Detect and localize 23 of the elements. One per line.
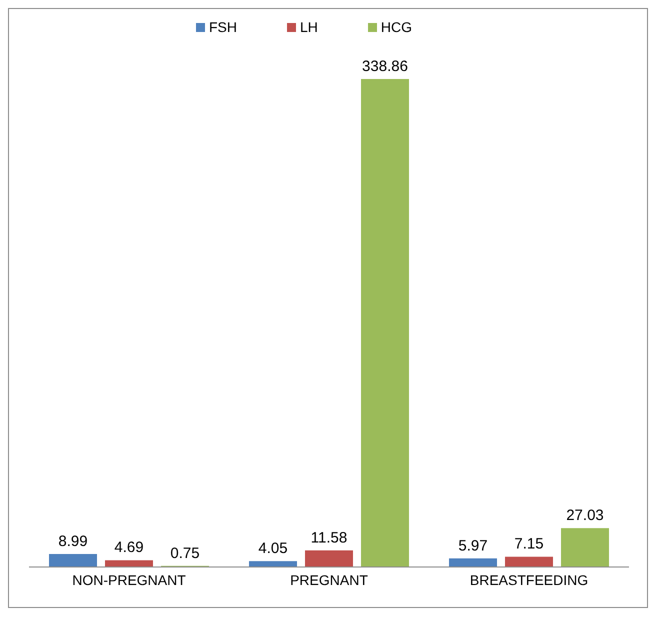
- bar: [449, 558, 497, 567]
- bar: [105, 560, 153, 567]
- bar: [249, 561, 297, 567]
- data-label: 338.86: [362, 58, 408, 75]
- data-label: 4.05: [258, 540, 288, 558]
- x-tick-label: NON-PREGNANT: [72, 572, 186, 588]
- data-label: 7.15: [514, 536, 544, 553]
- bar: [561, 528, 609, 567]
- data-label: 0.75: [170, 544, 200, 562]
- data-label: 4.69: [114, 539, 144, 556]
- data-label: 27.03: [566, 507, 604, 524]
- x-tick-label: BREASTFEEDING: [470, 572, 588, 588]
- x-tick-label: PREGNANT: [290, 572, 368, 588]
- legend-label: HCG: [380, 19, 412, 35]
- bar: [49, 554, 97, 567]
- bar: [361, 79, 409, 567]
- legend-label: FSH: [208, 19, 237, 35]
- data-label: 5.97: [458, 537, 488, 554]
- data-label: 11.58: [310, 529, 348, 546]
- data-label: 8.99: [58, 533, 88, 550]
- legend-label: LH: [300, 19, 318, 35]
- bar: [305, 550, 353, 567]
- bar: [505, 556, 553, 567]
